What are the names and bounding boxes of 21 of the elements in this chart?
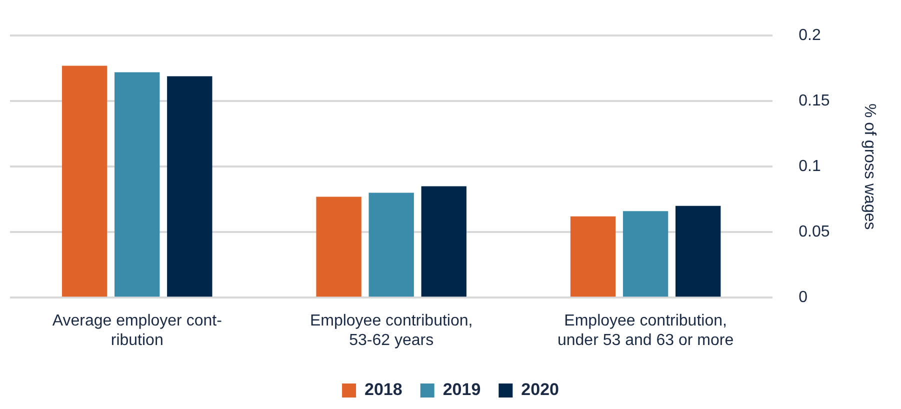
bar — [368, 192, 414, 297]
legend-label: 2018 — [364, 380, 402, 400]
bar — [114, 72, 160, 297]
y-tick-label: 0.2 — [798, 27, 822, 44]
x-tick-label: Employee contribution, 53-62 years — [310, 312, 473, 349]
y-tick-label: 0.15 — [798, 92, 830, 110]
bar — [316, 196, 362, 297]
bar — [675, 206, 721, 297]
legend-label: 2019 — [442, 380, 481, 400]
bar — [62, 66, 108, 297]
y-tick-label: 0.1 — [798, 158, 822, 176]
bar — [622, 211, 668, 297]
x-tick-label: Employee contribution, under 53 and 63 or more — [557, 312, 734, 349]
bar — [421, 186, 466, 297]
legend-label: 2020 — [521, 380, 559, 400]
bar — [570, 216, 616, 297]
x-tick-label: Average employer cont- ribution — [52, 312, 222, 349]
y-tick-label: 0.05 — [798, 224, 830, 241]
y-tick-label: 0 — [798, 289, 808, 306]
y-axis-title: % of gross wages — [860, 103, 878, 230]
bar — [167, 76, 212, 297]
